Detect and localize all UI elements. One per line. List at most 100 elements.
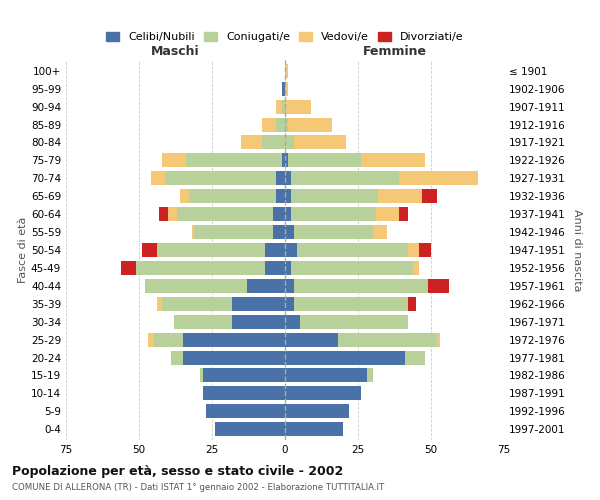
Bar [136,261,265,275]
Bar [413,261,419,275]
Bar [157,297,163,311]
Bar [188,189,276,203]
Bar [288,118,332,132]
Bar [177,207,274,221]
Bar [285,82,288,96]
Text: Popolazione per età, sesso e stato civile - 2002: Popolazione per età, sesso e stato civil… [12,465,343,478]
Bar [294,297,407,311]
Bar [285,279,294,293]
Bar [419,243,431,257]
Bar [171,350,183,364]
Bar [203,368,285,382]
Bar [285,297,294,311]
Bar [285,100,311,114]
Bar [191,225,194,239]
Bar [215,422,285,436]
Text: COMUNE DI ALLERONA (TR) - Dati ISTAT 1° gennaio 2002 - Elaborazione TUTTITALIA.I: COMUNE DI ALLERONA (TR) - Dati ISTAT 1° … [12,482,384,492]
Bar [183,332,285,346]
Bar [291,189,379,203]
Bar [194,225,274,239]
Bar [291,172,399,185]
Bar [282,154,285,168]
Bar [157,243,265,257]
Bar [274,207,285,221]
Bar [437,332,440,346]
Bar [168,207,177,221]
Bar [285,154,288,168]
Bar [285,368,367,382]
Legend: Celibi/Nubili, Coniugati/e, Vedovi/e, Divorziati/e: Celibi/Nubili, Coniugati/e, Vedovi/e, Di… [102,28,468,47]
Y-axis label: Fasce di età: Fasce di età [18,217,28,283]
Bar [285,207,291,221]
Text: Maschi: Maschi [151,45,200,58]
Bar [379,189,422,203]
Bar [376,207,399,221]
Bar [296,243,407,257]
Bar [285,64,288,78]
Bar [121,261,136,275]
Bar [276,118,285,132]
Bar [160,207,168,221]
Bar [206,404,285,418]
Bar [285,189,291,203]
Bar [285,136,294,149]
Bar [285,332,338,346]
Bar [180,189,188,203]
Bar [247,279,285,293]
Bar [163,154,186,168]
Bar [241,136,262,149]
Y-axis label: Anni di nascita: Anni di nascita [572,209,582,291]
Bar [291,261,413,275]
Bar [232,297,285,311]
Bar [276,189,285,203]
Bar [142,243,157,257]
Bar [282,82,285,96]
Bar [285,314,299,328]
Bar [294,225,373,239]
Bar [151,172,165,185]
Bar [294,279,428,293]
Bar [285,350,405,364]
Bar [422,189,437,203]
Bar [274,225,285,239]
Bar [288,154,361,168]
Bar [285,404,349,418]
Bar [373,225,387,239]
Bar [291,207,376,221]
Bar [262,118,276,132]
Bar [399,172,478,185]
Bar [232,314,285,328]
Bar [285,243,296,257]
Bar [405,350,425,364]
Bar [361,154,425,168]
Bar [285,422,343,436]
Bar [428,279,449,293]
Bar [203,386,285,400]
Bar [186,154,282,168]
Bar [276,172,285,185]
Bar [282,100,285,114]
Text: Femmine: Femmine [362,45,427,58]
Bar [276,100,282,114]
Bar [299,314,407,328]
Bar [163,297,232,311]
Bar [407,243,419,257]
Bar [285,386,361,400]
Bar [338,332,437,346]
Bar [407,297,416,311]
Bar [399,207,407,221]
Bar [174,314,232,328]
Bar [145,279,247,293]
Bar [200,368,203,382]
Bar [165,172,276,185]
Bar [367,368,373,382]
Bar [265,243,285,257]
Bar [183,350,285,364]
Bar [148,332,154,346]
Bar [262,136,285,149]
Bar [154,332,183,346]
Bar [285,118,288,132]
Bar [265,261,285,275]
Bar [294,136,346,149]
Bar [285,225,294,239]
